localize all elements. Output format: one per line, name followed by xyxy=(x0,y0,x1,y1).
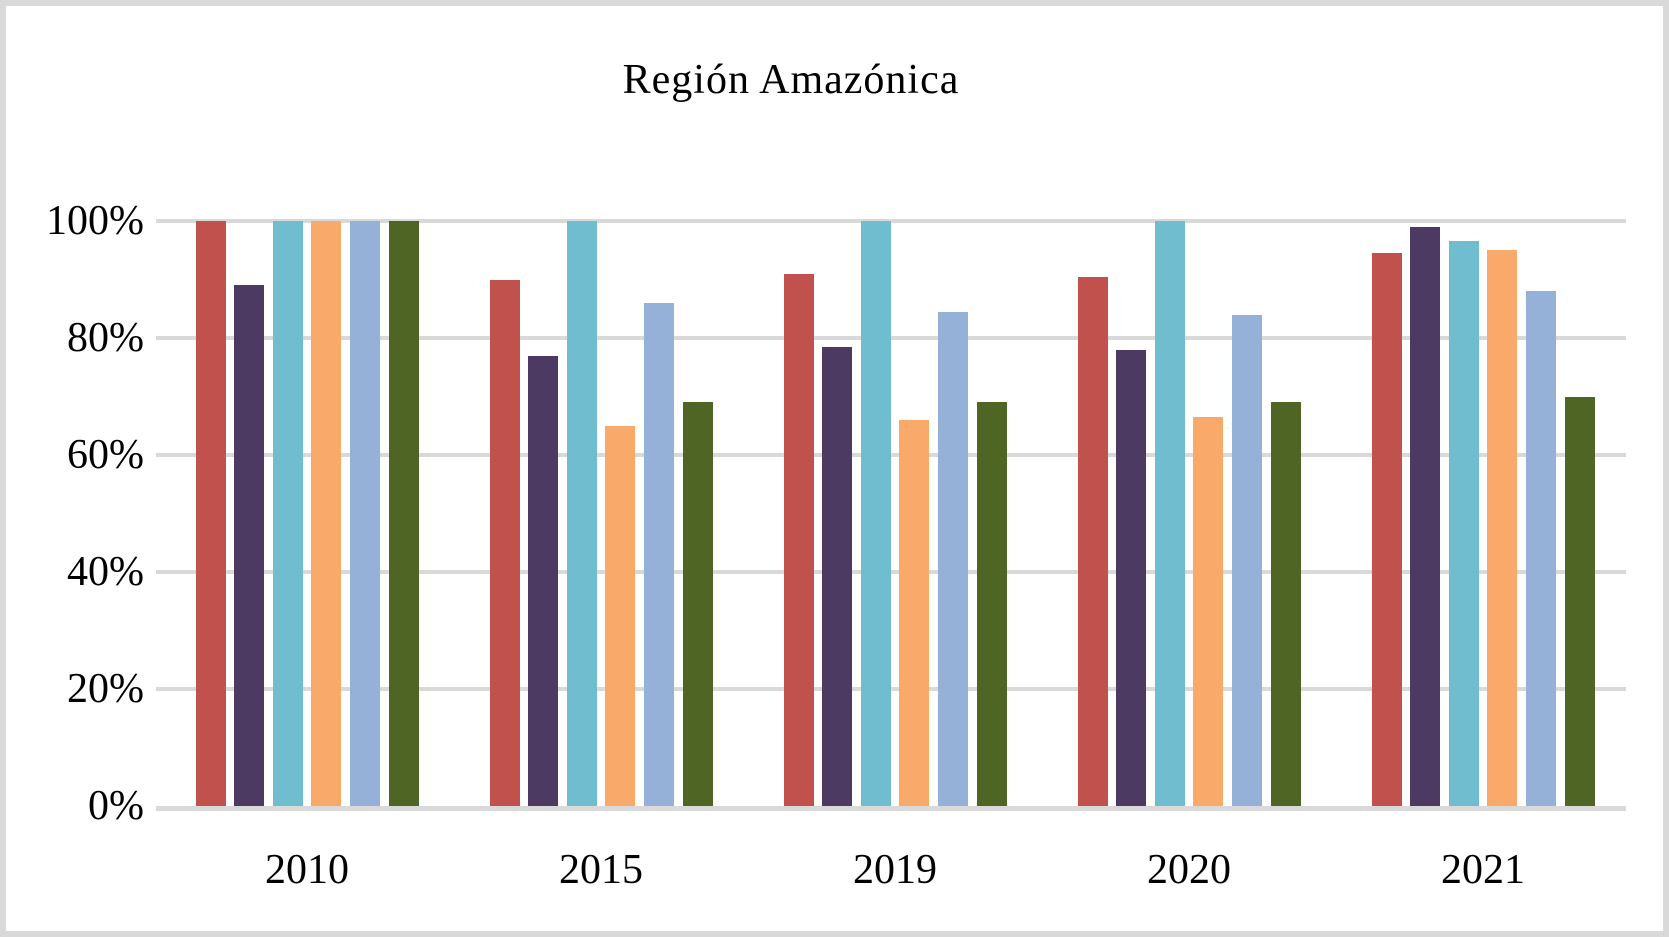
y-tick-label: 40% xyxy=(67,549,144,595)
bar-orange-2019 xyxy=(899,419,930,806)
x-tick-label: 2015 xyxy=(559,847,643,893)
bar-cyan-2019 xyxy=(860,221,891,806)
bar-red-2019 xyxy=(783,273,814,806)
bar-purple-2015 xyxy=(528,355,559,806)
bar-purple-2019 xyxy=(822,346,853,806)
y-tick-label: 20% xyxy=(67,666,144,712)
bar-light-blue-2015 xyxy=(643,302,674,806)
bar-olive-green-2015 xyxy=(682,402,713,806)
gridline xyxy=(156,219,1626,223)
bar-red-2015 xyxy=(489,279,520,806)
bar-red-2020 xyxy=(1077,276,1108,806)
gridline xyxy=(156,453,1626,457)
bar-orange-2021 xyxy=(1487,250,1518,806)
bar-orange-2010 xyxy=(311,221,342,806)
bar-cyan-2021 xyxy=(1448,241,1479,806)
y-tick-label: 0% xyxy=(88,783,144,829)
bar-light-blue-2019 xyxy=(937,311,968,806)
bar-olive-green-2021 xyxy=(1564,396,1595,806)
bar-red-2021 xyxy=(1371,253,1402,806)
gridline xyxy=(156,687,1626,691)
bar-orange-2015 xyxy=(605,425,636,806)
bar-light-blue-2020 xyxy=(1231,314,1262,806)
chart-title: Región Amazónica xyxy=(622,57,960,103)
gridline xyxy=(156,336,1626,340)
y-tick-label: 60% xyxy=(67,432,144,478)
bar-purple-2010 xyxy=(234,285,265,806)
x-tick-label: 2010 xyxy=(265,847,349,893)
bar-cyan-2010 xyxy=(272,221,303,806)
bar-cyan-2015 xyxy=(566,221,597,806)
bar-orange-2020 xyxy=(1193,416,1224,806)
bar-red-2010 xyxy=(195,221,226,806)
bar-olive-green-2010 xyxy=(388,221,419,806)
bar-purple-2021 xyxy=(1410,226,1441,806)
bar-olive-green-2019 xyxy=(976,402,1007,806)
x-tick-label: 2021 xyxy=(1441,847,1525,893)
bar-olive-green-2020 xyxy=(1270,402,1301,806)
x-tick-label: 2020 xyxy=(1147,847,1231,893)
bar-purple-2020 xyxy=(1116,349,1147,806)
gridline xyxy=(156,570,1626,574)
y-tick-label: 80% xyxy=(67,315,144,361)
y-tick-label: 100% xyxy=(46,198,144,244)
bar-light-blue-2021 xyxy=(1525,291,1556,806)
x-tick-label: 2019 xyxy=(853,847,937,893)
x-axis-line xyxy=(156,806,1626,811)
bar-light-blue-2010 xyxy=(349,221,380,806)
bar-cyan-2020 xyxy=(1154,221,1185,806)
